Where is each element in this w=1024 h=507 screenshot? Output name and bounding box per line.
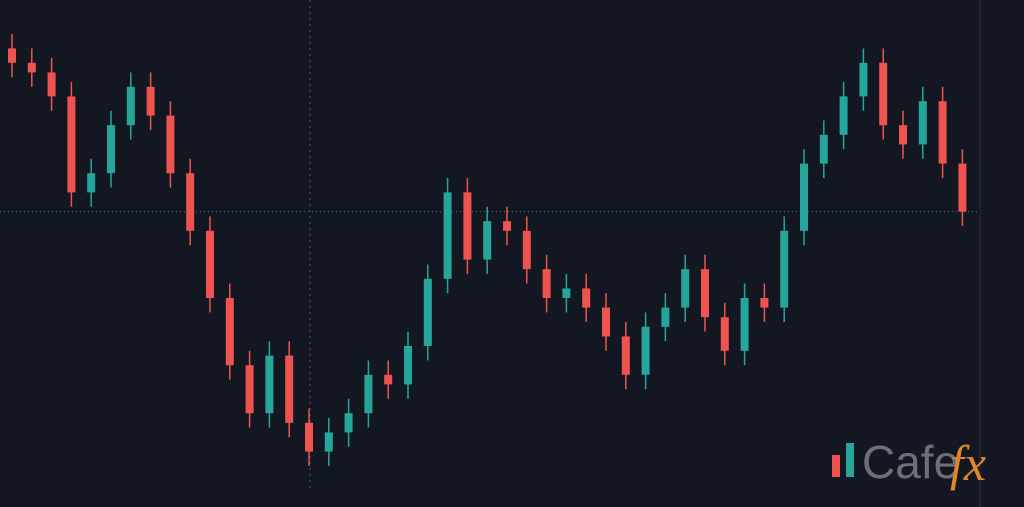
logo-bar	[832, 455, 840, 477]
candle-body	[404, 346, 412, 385]
candle-body	[364, 374, 373, 414]
candle-body	[681, 269, 690, 308]
candle-body	[463, 192, 472, 260]
candle-body	[800, 163, 808, 231]
candle-body	[899, 125, 907, 145]
candle-body	[701, 269, 709, 318]
candle-body	[126, 86, 135, 126]
candle-body	[344, 413, 353, 433]
candle-body	[146, 86, 155, 116]
candle-body	[958, 163, 967, 212]
candle-body	[423, 278, 432, 346]
candle-body	[87, 173, 96, 193]
candle-body	[602, 307, 610, 337]
candle-body	[265, 355, 274, 414]
candle-body	[483, 221, 492, 260]
watermark: Cafe	[862, 436, 959, 488]
candle-body	[879, 62, 888, 126]
candle-body	[859, 62, 868, 97]
candle-body	[305, 422, 313, 452]
candle-body	[107, 125, 115, 174]
candle-body	[47, 72, 56, 97]
candle-body	[621, 336, 630, 375]
candle-body	[839, 96, 848, 135]
candle-body	[285, 355, 294, 423]
candle-body	[27, 62, 36, 73]
candle-body	[582, 288, 591, 308]
candle-body	[780, 230, 789, 308]
candle-body	[819, 134, 828, 164]
candle-body	[67, 96, 76, 193]
candle-body	[166, 115, 175, 174]
candle-body	[225, 298, 234, 366]
candle-body	[384, 374, 393, 385]
watermark: fx	[950, 435, 986, 491]
candle-body	[324, 432, 333, 452]
candle-body	[443, 192, 452, 279]
candle-body	[542, 269, 551, 298]
candle-body	[720, 317, 729, 351]
candle-body	[760, 298, 769, 308]
candle-body	[740, 298, 749, 351]
candle-body	[641, 326, 650, 375]
candle-body	[918, 101, 927, 145]
candle-body	[503, 221, 511, 231]
candle-body	[522, 230, 531, 270]
candle-body	[206, 230, 214, 298]
candle-body	[8, 48, 16, 63]
candle-body	[938, 101, 947, 164]
candle-body	[661, 307, 670, 327]
candle-body	[186, 173, 195, 231]
logo-bar	[846, 443, 854, 477]
candle-body	[245, 365, 254, 414]
candle-body	[562, 288, 571, 298]
